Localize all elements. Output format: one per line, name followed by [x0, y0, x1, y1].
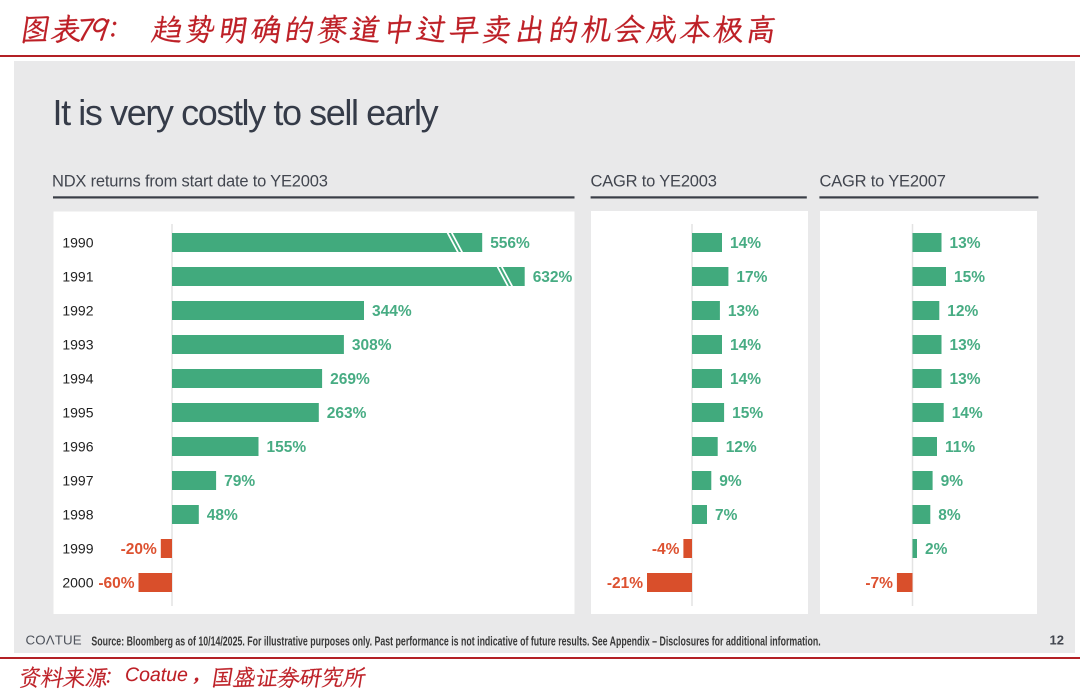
- svg-text:2000: 2000: [62, 575, 93, 591]
- svg-text:12%: 12%: [726, 439, 757, 456]
- svg-text:-60%: -60%: [98, 575, 134, 592]
- svg-text:17%: 17%: [736, 269, 767, 286]
- svg-text:1991: 1991: [62, 269, 93, 285]
- svg-text:308%: 308%: [352, 337, 392, 354]
- svg-text:632%: 632%: [533, 269, 573, 286]
- svg-text:13%: 13%: [950, 371, 981, 388]
- svg-text:1993: 1993: [62, 337, 93, 353]
- svg-text:-21%: -21%: [607, 575, 643, 592]
- svg-text:9%: 9%: [719, 473, 742, 490]
- svg-text:344%: 344%: [372, 303, 412, 320]
- svg-text:11%: 11%: [945, 439, 975, 456]
- svg-text:12%: 12%: [947, 303, 978, 320]
- svg-text:13%: 13%: [728, 303, 759, 320]
- svg-text:12: 12: [1050, 633, 1064, 648]
- svg-text:269%: 269%: [330, 371, 370, 388]
- svg-text:14%: 14%: [952, 405, 983, 422]
- svg-text:48%: 48%: [207, 507, 238, 524]
- svg-text:8%: 8%: [938, 507, 961, 524]
- svg-text:1997: 1997: [62, 473, 93, 489]
- svg-text:79%: 79%: [224, 473, 255, 490]
- svg-text:1999: 1999: [62, 541, 93, 557]
- svg-text:-4%: -4%: [652, 541, 680, 558]
- svg-text:CAGR to YE2003: CAGR to YE2003: [591, 172, 717, 190]
- svg-text:14%: 14%: [730, 371, 761, 388]
- svg-text:1995: 1995: [62, 405, 93, 421]
- svg-text:7%: 7%: [715, 507, 738, 524]
- svg-text:14%: 14%: [730, 337, 761, 354]
- svg-text:13%: 13%: [950, 337, 981, 354]
- svg-text:-20%: -20%: [121, 541, 157, 558]
- svg-text:-7%: -7%: [865, 575, 893, 592]
- svg-text:15%: 15%: [954, 269, 985, 286]
- svg-text:1992: 1992: [62, 303, 93, 319]
- svg-text:556%: 556%: [490, 235, 530, 252]
- svg-text:CAGR to YE2007: CAGR to YE2007: [820, 172, 946, 190]
- svg-text:15%: 15%: [732, 405, 763, 422]
- svg-text:13%: 13%: [950, 235, 981, 252]
- svg-text:1996: 1996: [62, 439, 93, 455]
- svg-text:2%: 2%: [925, 541, 948, 558]
- svg-text:1998: 1998: [62, 507, 93, 523]
- svg-text:9%: 9%: [941, 473, 964, 490]
- svg-text:COΛTUE: COΛTUE: [26, 633, 82, 648]
- svg-text:14%: 14%: [730, 235, 761, 252]
- svg-text:Source: Bloomberg as of 10/14/: Source: Bloomberg as of 10/14/2025. For …: [91, 635, 820, 649]
- svg-text:263%: 263%: [327, 405, 367, 422]
- svg-text:155%: 155%: [267, 439, 307, 456]
- svg-text:1994: 1994: [62, 371, 93, 387]
- svg-text:NDX returns from start date to: NDX returns from start date to YE2003: [52, 172, 328, 190]
- svg-text:1990: 1990: [62, 235, 93, 251]
